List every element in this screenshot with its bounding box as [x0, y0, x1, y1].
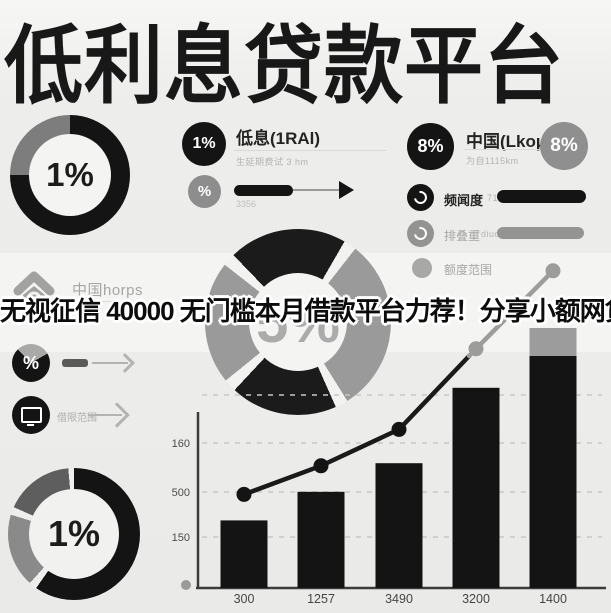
- data-point: [391, 421, 407, 437]
- x-tick-label: 3200: [462, 592, 490, 606]
- x-tick-label: 1257: [307, 592, 335, 606]
- bar: [297, 491, 345, 588]
- arrow-line: [88, 414, 122, 416]
- badge-value: 8%: [417, 136, 444, 156]
- x-tick-label: 300: [234, 592, 255, 606]
- donut-chart-bottom-left: 1%: [8, 468, 140, 600]
- progress-pill: [234, 185, 293, 196]
- badge-value: %: [22, 352, 39, 373]
- bar-pill-dark: [497, 190, 586, 203]
- china-badge: 8%: [407, 123, 454, 170]
- row-label: 排叠重: [444, 229, 481, 243]
- bar-pill-gray: [497, 227, 584, 239]
- arrow-line: [293, 189, 339, 191]
- data-point: [545, 263, 561, 279]
- crescent-icon: [407, 220, 434, 247]
- page-title: 低利息贷款平台: [4, 17, 564, 114]
- y-tick-label: 150: [172, 532, 190, 544]
- row-label: 额度范围: [444, 263, 493, 277]
- bar-washed-cap: [529, 328, 577, 356]
- arrow-line: [92, 362, 128, 364]
- trend-line: [241, 353, 472, 497]
- low-interest-caption: 3356: [236, 199, 257, 209]
- bar: [375, 463, 423, 588]
- x-tick-label: 3490: [385, 592, 413, 606]
- monitor-row-label: 借限范围: [57, 413, 97, 424]
- row-sub: Tdiud: [475, 229, 501, 239]
- china-badge-2: 8%: [540, 122, 588, 170]
- bar: [452, 387, 500, 588]
- badge-value: 1%: [192, 135, 216, 152]
- bar: [529, 356, 577, 588]
- data-point: [468, 341, 484, 357]
- brand-label: 中国horps: [72, 282, 144, 299]
- data-point: [313, 458, 329, 474]
- divider: [70, 301, 152, 302]
- bullet-dot: [412, 258, 432, 278]
- progress-pill-small: [62, 359, 88, 367]
- arrow-right-icon: [339, 181, 354, 199]
- x-tick-label: 1400: [539, 592, 567, 606]
- monitor-icon: [12, 396, 50, 434]
- low-interest-title: 低息(1RAl): [236, 129, 321, 148]
- crescent-icon: [407, 184, 434, 211]
- house-icon: [13, 271, 55, 311]
- badge-value: 8%: [550, 135, 578, 156]
- divider: [464, 149, 552, 150]
- china-title: 中国(Lkoµ): [466, 132, 552, 151]
- divider: [234, 150, 386, 151]
- percent-badge: %: [12, 344, 50, 382]
- donut-value: 1%: [47, 513, 101, 554]
- donut-chart-top-left: 1%: [10, 115, 130, 235]
- row-label: 频闻度: [444, 193, 484, 208]
- bar: [220, 520, 268, 588]
- y-tick-label: 160: [172, 438, 190, 450]
- ad-banner-text: 无视征信 40000 无门槛本月借款平台力荐！分享小额网贷口子40000: [0, 296, 611, 326]
- y-tick-label: 500: [172, 487, 190, 499]
- origin-dot: [181, 580, 191, 590]
- badge-value: %: [197, 183, 212, 200]
- donut-value: 1%: [46, 156, 94, 193]
- donut-value: 5%: [256, 289, 340, 355]
- data-point: [236, 486, 252, 502]
- low-interest-subtitle: 生延期费试 3 hm: [236, 157, 309, 167]
- donut-chart-center: 5%: [205, 229, 391, 415]
- china-subtitle: 为自1115km: [466, 156, 519, 166]
- percent-badge: %: [188, 175, 221, 208]
- low-interest-badge: 1%: [182, 122, 226, 166]
